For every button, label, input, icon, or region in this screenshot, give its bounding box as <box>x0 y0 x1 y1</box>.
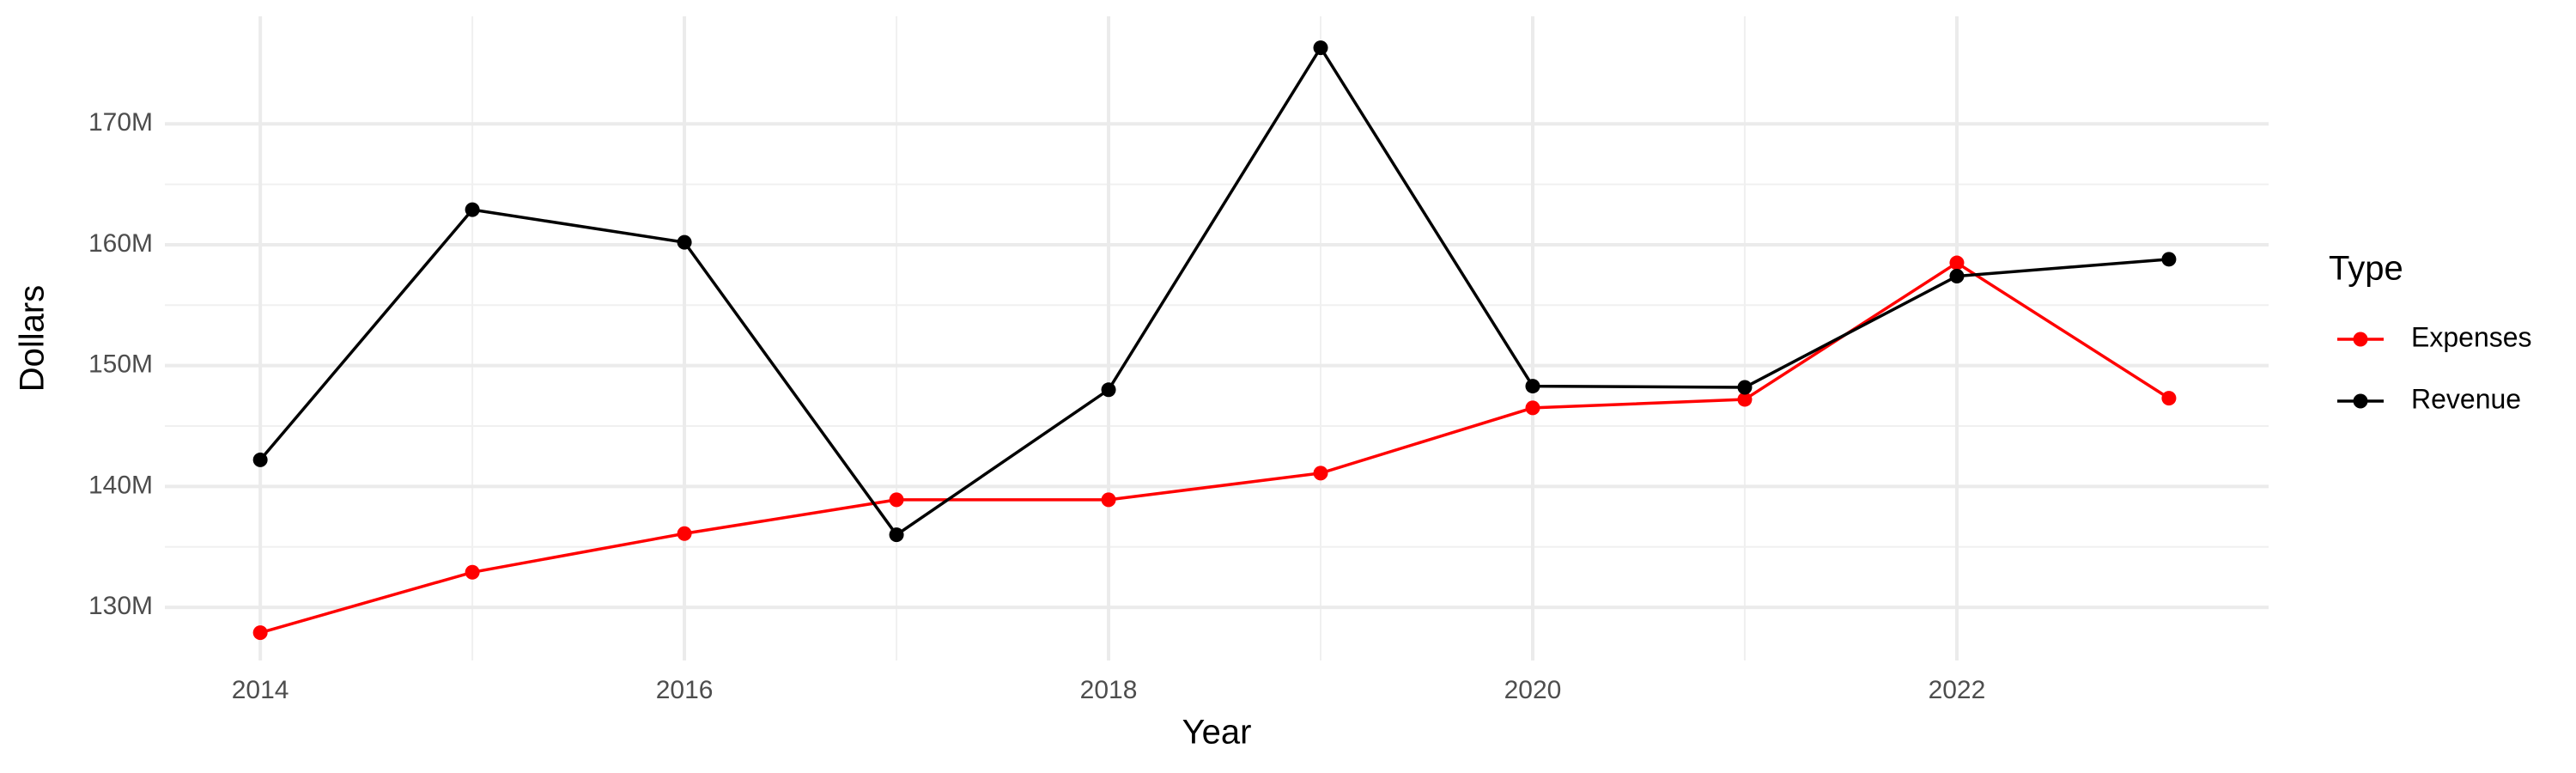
y-axis-title: Dollars <box>14 285 52 392</box>
data-point <box>1101 382 1116 398</box>
data-point <box>1313 466 1328 481</box>
data-point <box>1525 400 1540 416</box>
x-axis-title: Year <box>1182 714 1252 752</box>
data-point <box>1737 392 1753 407</box>
data-point <box>677 526 692 541</box>
y-tick-label: 150M <box>88 350 153 379</box>
data-point <box>1313 40 1328 56</box>
legend-label: Revenue <box>2411 383 2521 414</box>
data-point <box>2161 391 2177 406</box>
data-point <box>252 452 268 467</box>
data-point <box>1737 380 1753 395</box>
x-tick-label: 2016 <box>656 676 714 704</box>
data-point <box>252 625 268 641</box>
data-point <box>1949 255 1965 271</box>
data-point <box>1525 379 1540 394</box>
y-tick-label: 140M <box>88 471 153 499</box>
series-line <box>258 45 2170 538</box>
data-point <box>465 202 480 217</box>
series-line <box>259 260 2170 635</box>
x-tick-label: 2018 <box>1080 676 1138 704</box>
legend-key-point <box>2353 393 2368 409</box>
x-tick-label: 2022 <box>1929 676 1986 704</box>
x-tick-label: 2020 <box>1504 676 1562 704</box>
y-tick-label: 170M <box>88 108 153 137</box>
data-point <box>465 564 480 580</box>
data-point <box>2161 252 2177 267</box>
data-point <box>1101 492 1116 508</box>
data-point <box>677 234 692 250</box>
legend-title: Type <box>2329 250 2403 288</box>
x-tick-label: 2014 <box>232 676 289 704</box>
y-tick-label: 130M <box>88 592 153 620</box>
data-point <box>1949 269 1965 284</box>
data-point <box>889 492 904 508</box>
legend-key-point <box>2353 332 2368 347</box>
y-tick-label: 160M <box>88 229 153 258</box>
data-point <box>889 527 904 543</box>
legend-label: Expenses <box>2411 321 2532 352</box>
